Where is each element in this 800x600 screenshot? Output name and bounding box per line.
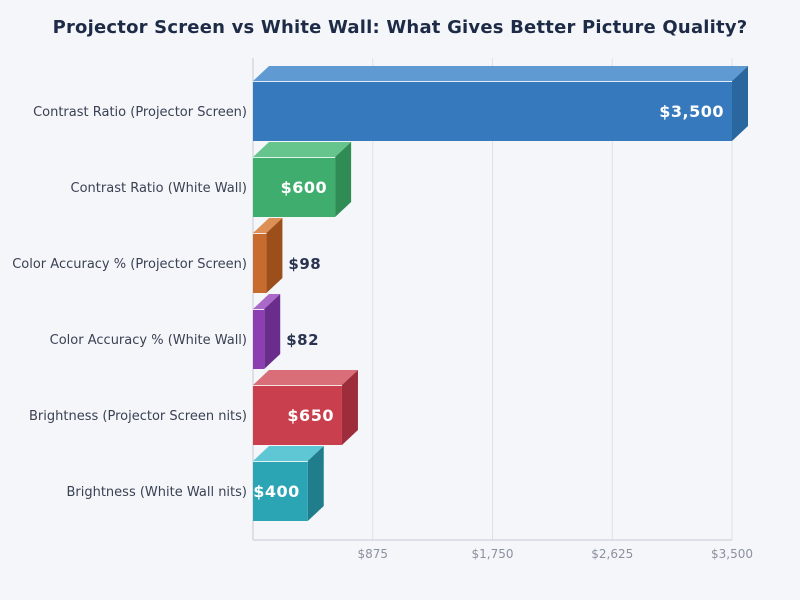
category-label: Contrast Ratio (Projector Screen) [33, 105, 247, 120]
value-label: $82 [286, 331, 319, 349]
bar-top-face [253, 294, 281, 309]
value-label: $98 [288, 255, 321, 273]
x-tick-label: $3,500 [711, 547, 753, 561]
bar [253, 157, 336, 217]
bar [253, 233, 267, 293]
bar-side-face [341, 370, 358, 445]
category-label: Brightness (White Wall nits) [66, 485, 247, 500]
bar [253, 385, 342, 445]
bar-top-face [253, 66, 748, 81]
x-tick-label: $875 [357, 547, 388, 561]
value-label: $3,500 [659, 102, 724, 121]
bar [253, 461, 308, 521]
bar [253, 81, 732, 141]
value-label: $650 [287, 406, 334, 425]
category-label: Color Accuracy % (Projector Screen) [12, 257, 247, 272]
bar-side-face [307, 446, 324, 521]
x-tick-label: $1,750 [472, 547, 514, 561]
bar-top-face [253, 142, 352, 157]
category-label: Contrast Ratio (White Wall) [71, 181, 247, 196]
value-label: $400 [253, 482, 300, 501]
value-label: $600 [281, 178, 328, 197]
bar-side-face [264, 294, 281, 369]
chart-title: Projector Screen vs White Wall: What Giv… [52, 17, 748, 38]
bar-side-face [335, 142, 352, 217]
bar [253, 309, 265, 369]
bar-top-face [253, 218, 283, 233]
bar-side-face [732, 66, 748, 141]
category-label: Color Accuracy % (White Wall) [50, 333, 247, 348]
bar-top-face [253, 370, 358, 385]
x-tick-label: $2,625 [591, 547, 633, 561]
bar-side-face [266, 218, 283, 293]
category-label: Brightness (Projector Screen nits) [29, 409, 247, 424]
bar-top-face [253, 446, 324, 461]
